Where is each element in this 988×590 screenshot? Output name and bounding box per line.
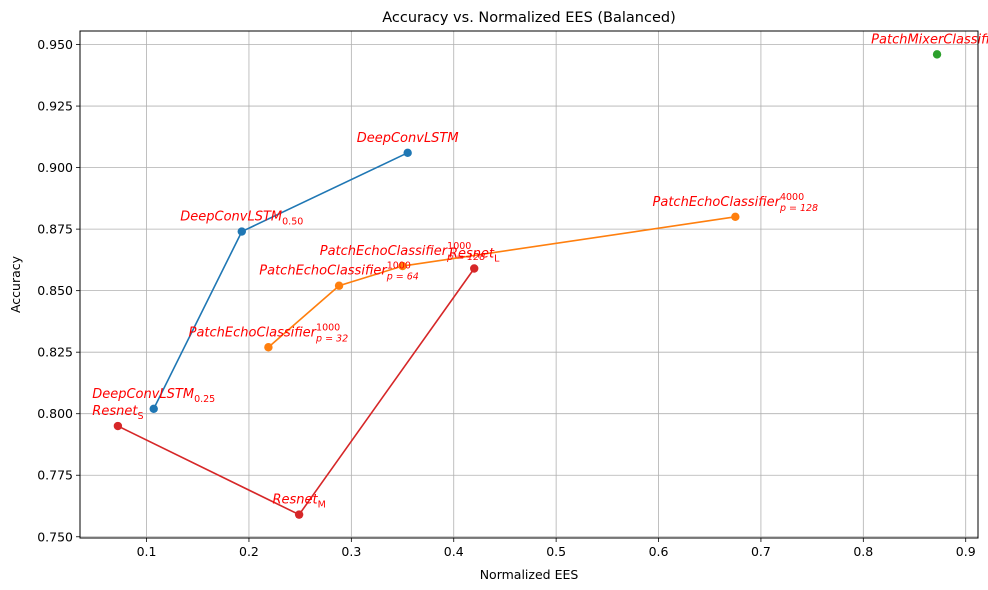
point-label: DeepConvLSTM [357,131,459,146]
y-axis-label: Accuracy [8,255,23,313]
y-tick-label: 0.750 [37,529,73,544]
data-point [264,343,273,352]
x-axis-ticks: 0.1 0.2 0.3 0.4 0.5 0.6 0.7 0.8 0.9 [137,538,976,559]
x-axis-label: Normalized EES [480,567,579,582]
series-line-0 [153,152,409,410]
data-point [294,510,304,519]
y-tick-label: 0.875 [37,222,73,237]
y-tick-label: 0.850 [37,283,73,298]
point-label: PatchEchoClassifier4000 p = 128 [653,192,819,214]
y-tick-label: 0.950 [37,37,73,52]
y-tick-label: 0.800 [37,406,73,421]
point-annotations: DeepConvLSTM0.25 DeepConvLSTM0.50 DeepConv… [92,32,988,510]
point-label: PatchEchoClassifier1000 p = 128 [320,241,486,263]
data-point [334,281,344,290]
point-label: ResnetL [449,247,500,265]
data-point [398,261,407,271]
y-axis-ticks: 0.750 0.775 0.800 0.825 0.850 0.875 0.900 0.925… [37,37,80,544]
data-point [470,264,479,273]
x-tick-label: 0.4 [444,544,464,559]
data-point [932,50,942,59]
x-tick-label: 0.3 [341,544,361,559]
x-tick-label: 0.8 [853,544,873,559]
chart-title: Accuracy vs. Normalized EES (Balanced) [382,10,675,26]
point-label: PatchEchoClassifier1000 p = 64 [259,261,419,283]
point-label: DeepConvLSTM0.50 [180,210,303,228]
data-points [113,50,942,519]
x-tick-label: 0.5 [546,544,566,559]
x-tick-label: 0.6 [649,544,669,559]
data-point [403,148,412,158]
data-point [113,421,123,431]
y-tick-label: 0.825 [37,345,73,360]
y-tick-label: 0.900 [37,160,73,175]
data-point [149,404,158,413]
y-tick-label: 0.775 [37,468,73,483]
point-label: PatchMixerClassifier [871,32,988,47]
y-tick-label: 0.925 [37,99,73,114]
series-line-1 [267,216,736,348]
data-point [731,212,740,222]
data-point [237,227,246,236]
grid [80,31,978,538]
point-label: ResnetS [92,404,143,422]
x-tick-label: 0.2 [239,544,259,559]
x-tick-label: 0.1 [137,544,157,559]
point-label: ResnetM [272,493,325,511]
point-label: DeepConvLSTM0.25 [92,387,215,405]
point-label: PatchEchoClassifier1000 p = 32 [189,322,349,344]
x-tick-label: 0.7 [751,544,771,559]
plot-frame [79,30,979,539]
x-tick-label: 0.9 [956,544,976,559]
